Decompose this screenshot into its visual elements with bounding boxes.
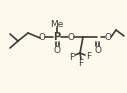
Text: F: F bbox=[86, 52, 92, 61]
Text: O: O bbox=[67, 32, 75, 41]
Text: O: O bbox=[53, 45, 60, 54]
Text: O: O bbox=[94, 45, 101, 54]
Text: F: F bbox=[69, 53, 75, 61]
Text: F: F bbox=[78, 58, 84, 68]
Text: O: O bbox=[105, 32, 112, 41]
Text: Me: Me bbox=[50, 20, 64, 28]
Text: O: O bbox=[38, 32, 45, 41]
Text: P: P bbox=[53, 32, 61, 42]
